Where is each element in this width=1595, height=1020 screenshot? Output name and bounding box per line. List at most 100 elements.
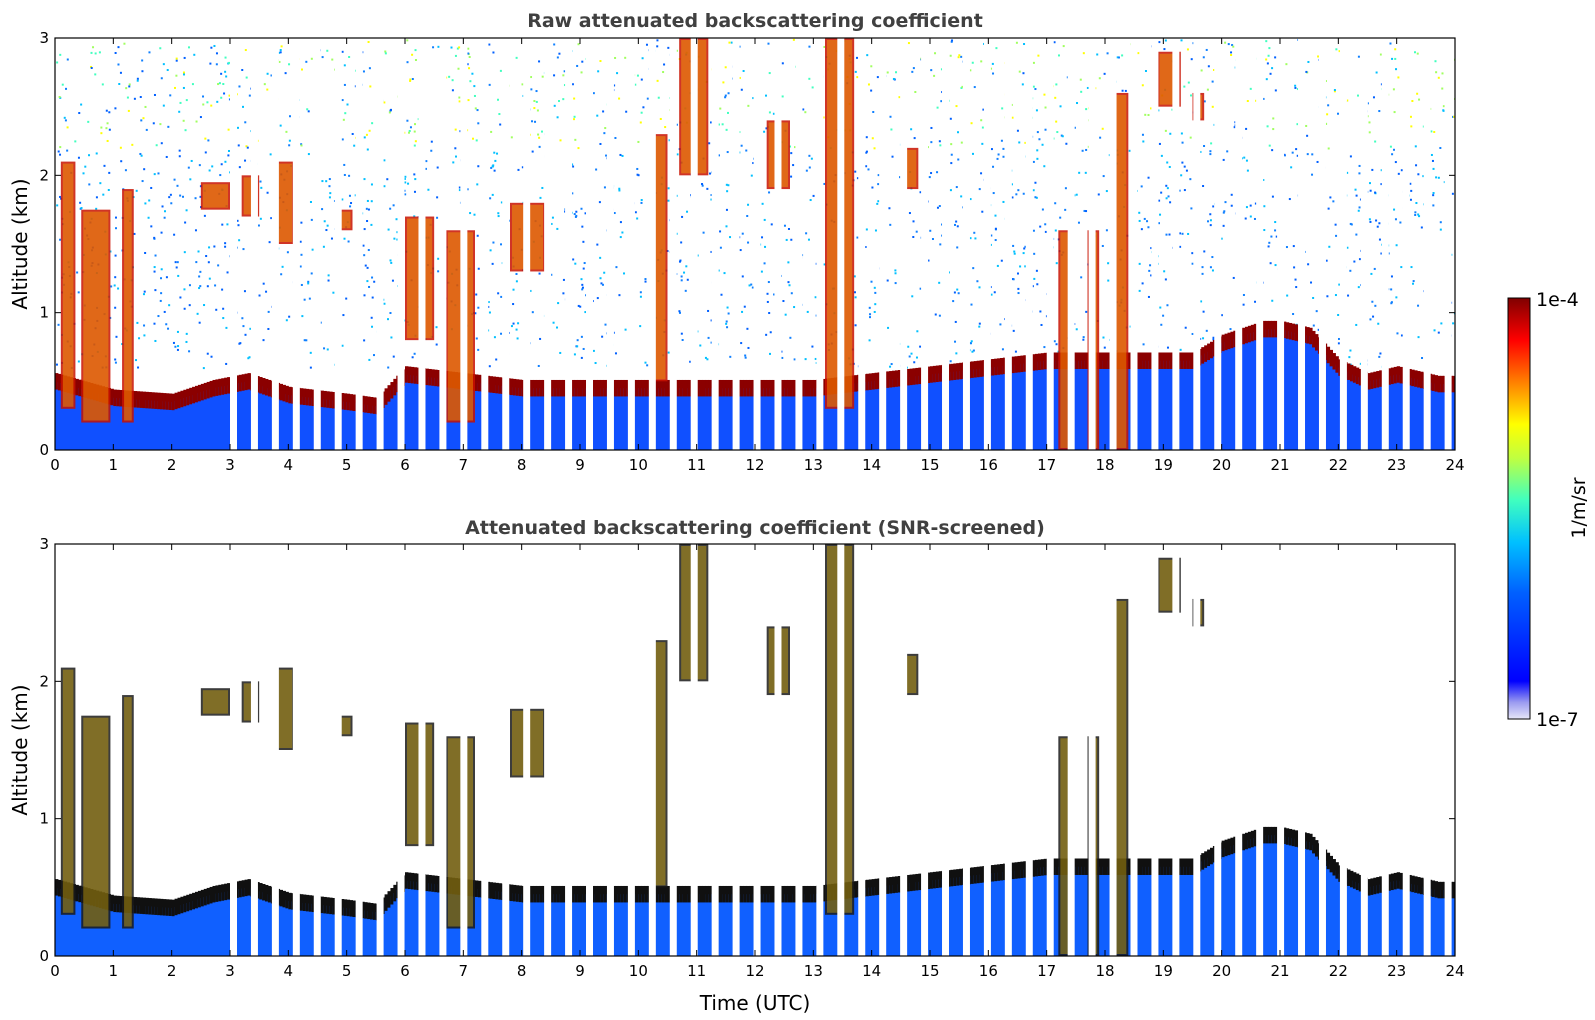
- boundary-layer-column: [349, 402, 353, 450]
- noise-dot: [910, 352, 913, 355]
- noise-dot: [1032, 189, 1035, 192]
- noise-dot: [450, 46, 453, 49]
- cloud-core: [202, 184, 228, 208]
- boundary-layer-top: [183, 389, 187, 407]
- boundary-layer-top: [784, 885, 788, 903]
- boundary-layer-column: [154, 906, 158, 956]
- boundary-layer-top: [696, 885, 701, 903]
- noise-dot: [784, 313, 787, 316]
- noise-dot: [1271, 195, 1274, 198]
- boundary-layer-column: [1291, 331, 1296, 450]
- boundary-layer-column: [332, 400, 336, 450]
- noise-dot: [1430, 153, 1433, 156]
- noise-dot: [138, 337, 141, 340]
- boundary-layer-top: [1084, 352, 1088, 369]
- noise-dot: [562, 278, 565, 281]
- noise-dot: [94, 73, 97, 76]
- noise-dot: [1035, 109, 1038, 112]
- boundary-layer-column: [635, 388, 639, 450]
- noise-dot: [957, 158, 960, 161]
- noise-dot: [724, 96, 727, 99]
- noise-dot: [1269, 72, 1272, 75]
- noise-dot: [1327, 207, 1330, 210]
- noise-dot: [724, 66, 727, 69]
- noise-dot: [597, 70, 600, 73]
- boundary-layer-column: [518, 387, 523, 450]
- noise-dot: [188, 350, 191, 353]
- boundary-layer-column: [1177, 360, 1182, 450]
- noise-dot: [1226, 150, 1229, 153]
- noise-dot: [1099, 136, 1102, 139]
- noise-dot: [582, 240, 585, 243]
- noise-dot: [1421, 357, 1424, 360]
- data-gap: [774, 38, 782, 450]
- boundary-layer-column: [267, 894, 272, 956]
- noise-dot: [1205, 48, 1208, 51]
- noise-dot: [580, 207, 583, 210]
- noise-dot: [323, 220, 326, 223]
- noise-dot: [387, 228, 390, 231]
- boundary-layer-column: [192, 395, 196, 450]
- noise-dot: [1414, 145, 1417, 148]
- noise-dot: [153, 173, 156, 176]
- bottom-panel-plot-area: [55, 544, 1455, 956]
- noise-dot: [1180, 39, 1183, 42]
- noise-dot: [222, 317, 225, 320]
- data-gap: [1298, 544, 1306, 956]
- boundary-layer-top: [746, 379, 750, 397]
- boundary-layer-column: [323, 905, 327, 956]
- boundary-layer-column: [410, 375, 415, 450]
- boundary-layer-column: [142, 399, 146, 450]
- data-gap: [397, 544, 405, 956]
- boundary-layer-column: [1303, 840, 1307, 956]
- noise-dot: [686, 210, 689, 213]
- boundary-layer-column: [813, 388, 817, 450]
- data-gap: [313, 38, 321, 450]
- boundary-layer-column: [790, 388, 794, 450]
- boundary-layer-column: [206, 390, 211, 450]
- noise-dot: [244, 121, 247, 124]
- boundary-layer-top: [320, 896, 324, 914]
- boundary-layer-top: [1055, 858, 1059, 875]
- noise-dot: [1295, 286, 1298, 289]
- noise-dot: [730, 41, 733, 44]
- boundary-layer-top: [760, 379, 765, 397]
- boundary-layer-top: [772, 379, 776, 397]
- boundary-layer-top: [340, 899, 345, 916]
- noise-dot: [746, 214, 749, 217]
- noise-dot: [980, 60, 983, 63]
- noise-dot: [978, 188, 981, 191]
- boundary-layer-top: [425, 874, 429, 892]
- noise-dot: [574, 262, 577, 265]
- noise-dot: [659, 117, 662, 120]
- boundary-layer-column: [539, 894, 543, 956]
- noise-dot: [411, 53, 414, 56]
- boundary-layer-top: [206, 887, 211, 905]
- noise-dot: [618, 97, 621, 100]
- noise-dot: [1415, 202, 1418, 205]
- boundary-layer-column: [262, 892, 266, 956]
- boundary-layer-top: [1166, 352, 1170, 369]
- noise-dot: [471, 137, 474, 140]
- noise-dot: [321, 180, 324, 183]
- x-tick-label: 13: [804, 456, 823, 474]
- boundary-layer-column: [512, 387, 517, 450]
- noise-dot: [1202, 337, 1205, 340]
- data-gap: [355, 544, 363, 956]
- noise-dot: [1121, 89, 1124, 92]
- boundary-layer-column: [845, 384, 849, 450]
- boundary-layer-column: [580, 894, 584, 956]
- boundary-layer-column: [1452, 890, 1455, 956]
- noise-dot: [169, 94, 172, 97]
- noise-dot: [790, 292, 793, 295]
- boundary-layer-column: [343, 907, 348, 956]
- noise-dot: [152, 122, 155, 125]
- data-gap: [271, 544, 279, 956]
- noise-dot: [823, 182, 826, 185]
- noise-dot: [1082, 338, 1085, 341]
- noise-dot: [371, 276, 374, 279]
- boundary-layer-column: [918, 375, 922, 450]
- noise-dot: [573, 213, 576, 216]
- noise-dot: [78, 112, 81, 115]
- boundary-layer-top: [512, 378, 517, 396]
